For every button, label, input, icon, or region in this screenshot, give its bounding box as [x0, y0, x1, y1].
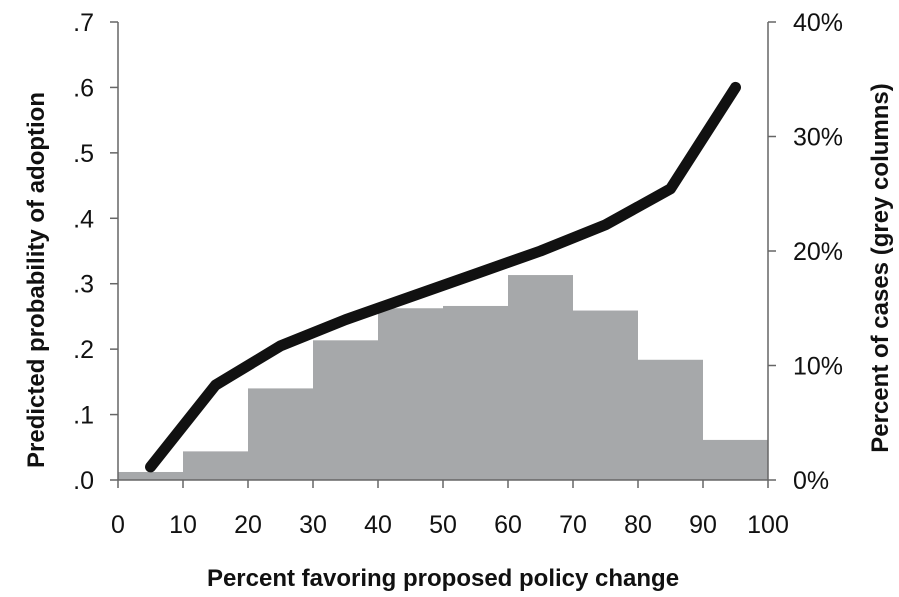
histogram-bar — [703, 439, 768, 480]
left-axis-title: Predicted probability of adoption — [23, 92, 50, 468]
predicted-probability-line — [145, 81, 741, 473]
histogram-bar — [573, 310, 638, 480]
x-tick-label: 70 — [559, 511, 587, 539]
histogram-bar — [313, 340, 378, 480]
y-left-tick-label: .3 — [73, 271, 94, 299]
histogram-bar — [378, 308, 443, 480]
x-tick-label: 90 — [689, 511, 717, 539]
histogram-bar — [443, 305, 508, 480]
y-left-tick-label: .4 — [73, 205, 94, 233]
histogram-bar — [508, 275, 573, 480]
histogram-bar — [638, 359, 703, 480]
y-right-tick-label: 10% — [793, 353, 843, 381]
histogram-bars — [118, 275, 768, 480]
y-right-tick-label: 20% — [793, 238, 843, 266]
y-left-tick-label: .6 — [73, 74, 94, 102]
x-tick-label: 10 — [169, 511, 197, 539]
y-left-tick-label: .1 — [73, 402, 94, 430]
y-left-tick-label: .7 — [73, 9, 94, 37]
y-right-tick-label: 0% — [793, 467, 829, 495]
x-axis-title: Percent favoring proposed policy change — [207, 565, 679, 592]
y-left-tick-label: .5 — [73, 140, 94, 168]
x-tick-label: 20 — [234, 511, 262, 539]
x-tick-label: 60 — [494, 511, 522, 539]
tick-marks — [110, 21, 776, 488]
y-right-tick-label: 40% — [793, 9, 843, 37]
y-left-tick-label: .2 — [73, 336, 94, 364]
x-tick-label: 0 — [111, 511, 125, 539]
y-left-tick-label: .0 — [73, 467, 94, 495]
histogram-bar — [248, 388, 313, 480]
x-tick-label: 30 — [299, 511, 327, 539]
x-tick-label: 100 — [747, 511, 789, 539]
tick-labels: 0 10 20 30 40 50 60 70 80 90 100 .0 .1 .2 .3 .4 .5 .6 .7 0%… — [73, 9, 843, 539]
x-tick-label: 50 — [429, 511, 457, 539]
x-tick-label: 40 — [364, 511, 392, 539]
y-right-tick-label: 30% — [793, 124, 843, 152]
right-axis-title: Percent of cases (grey columns) — [867, 83, 894, 452]
x-tick-label: 80 — [624, 511, 652, 539]
histogram-bar — [183, 451, 248, 480]
histogram-bar — [118, 471, 183, 480]
